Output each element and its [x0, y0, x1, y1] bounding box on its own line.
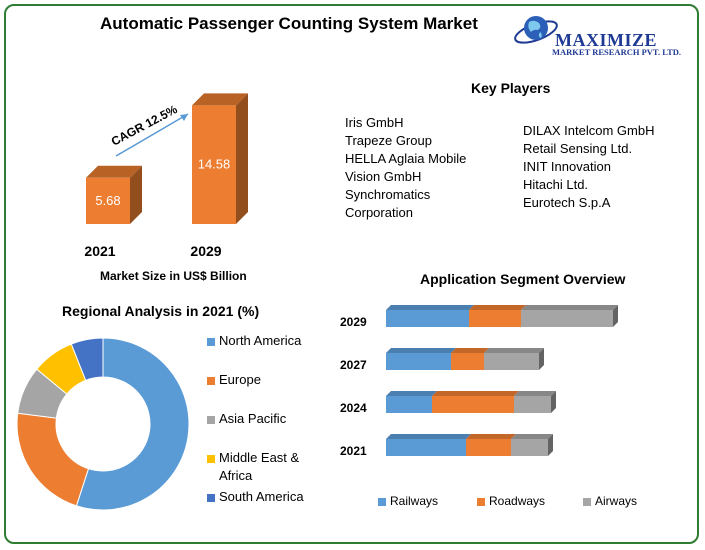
application-title: Application Segment Overview	[420, 271, 626, 287]
market-bar	[86, 165, 142, 224]
segment-bar	[386, 434, 471, 456]
bar-category-label: 2029	[190, 243, 221, 259]
key-player: INIT Innovation	[523, 159, 611, 174]
segment-bar-side	[539, 348, 544, 370]
cagr-arrow	[115, 113, 189, 157]
segment-year-label: 2024	[340, 401, 367, 415]
key-player: Hitachi Ltd.	[523, 177, 589, 192]
market-size-caption: Market Size in US$ Billion	[100, 269, 247, 283]
key-player: Corporation	[345, 205, 413, 220]
legend-swatch	[207, 494, 215, 502]
bar-value-label: 5.68	[95, 193, 120, 208]
key-players-col1: Iris GmbH Trapeze Group HELLA Aglaia Mob…	[345, 114, 466, 222]
segment-year-label: 2029	[340, 315, 367, 329]
market-bar	[192, 93, 248, 224]
key-player: Retail Sensing Ltd.	[523, 141, 633, 156]
key-player: Trapeze Group	[345, 133, 432, 148]
legend-label: Roadways	[489, 494, 546, 508]
key-players-col2: DILAX Intelcom GmbH Retail Sensing Ltd. …	[523, 122, 655, 212]
bar-value-label: 14.58	[198, 157, 231, 172]
segment-bar	[469, 305, 526, 327]
application-legend: Railways Roadways Airways	[378, 494, 678, 510]
segment-bar-side	[551, 391, 556, 413]
key-player: Iris GmbH	[345, 115, 404, 130]
key-player: HELLA Aglaia Mobile	[345, 151, 467, 166]
key-player: Eurotech S.p.A	[523, 195, 611, 210]
globe-icon	[514, 16, 558, 44]
legend-swatch	[207, 377, 215, 385]
key-players-title: Key Players	[471, 80, 551, 96]
segment-bar-side	[548, 434, 553, 456]
key-player: Vision GmbH	[345, 169, 422, 184]
segment-bar	[466, 434, 516, 456]
segment-bar	[386, 305, 474, 327]
legend-label: Europe	[219, 372, 261, 387]
legend-swatch	[207, 338, 215, 346]
legend-swatch	[583, 498, 591, 506]
legend-label: Railways	[390, 494, 439, 508]
application-segment-chart: 2029 2027 2024 2021	[340, 305, 618, 458]
segment-bar	[432, 391, 519, 413]
segment-bar-side	[613, 305, 618, 327]
outer-frame	[4, 4, 699, 544]
legend-label: Middle East & Africa	[219, 450, 300, 483]
legend-swatch	[207, 455, 215, 463]
logo	[512, 10, 692, 60]
legend-label: North America	[219, 333, 302, 348]
legend-swatch	[207, 416, 215, 424]
segment-bar	[511, 434, 553, 456]
legend-label: Airways	[595, 494, 638, 508]
segment-year-label: 2021	[340, 444, 367, 458]
segment-year-label: 2027	[340, 358, 367, 372]
logo-subtitle: MARKET RESEARCH PVT. LTD.	[552, 47, 682, 57]
segment-bar	[386, 391, 437, 413]
page-title: Automatic Passenger Counting System Mark…	[100, 14, 478, 33]
logo-name: MAXIMIZE	[555, 30, 657, 50]
legend-swatch	[477, 498, 485, 506]
segment-bar	[484, 348, 544, 370]
regional-donut-chart	[16, 337, 190, 511]
donut-slice	[70, 337, 104, 381]
regional-legend: North America Europe Asia Pacific Middle…	[205, 330, 325, 510]
key-player: DILAX Intelcom GmbH	[523, 123, 655, 138]
legend-swatch	[378, 498, 386, 506]
legend-label: Asia Pacific	[219, 411, 287, 426]
key-player: Synchromatics	[345, 187, 431, 202]
segment-bar	[386, 348, 456, 370]
donut-slice	[75, 337, 190, 511]
legend-label: South America	[219, 489, 304, 504]
regional-title: Regional Analysis in 2021 (%)	[62, 303, 260, 319]
segment-bar	[514, 391, 556, 413]
segment-bar	[521, 305, 618, 327]
segment-bar	[451, 348, 489, 370]
bar-category-label: 2021	[84, 243, 115, 259]
donut-slice	[16, 412, 90, 507]
